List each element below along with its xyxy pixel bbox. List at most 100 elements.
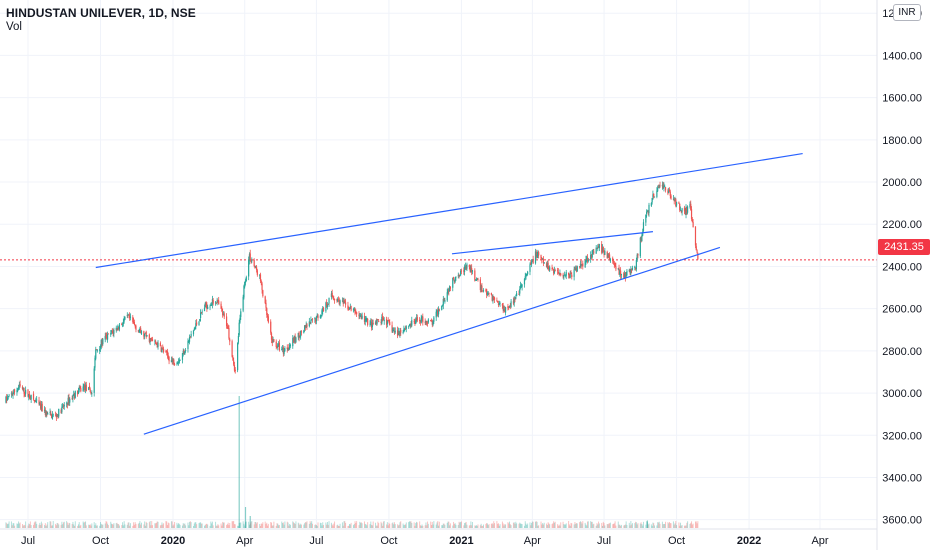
candle [385, 316, 388, 329]
candle [636, 253, 638, 263]
candle-body [474, 270, 476, 281]
volume-bar [549, 524, 551, 528]
candle [195, 319, 197, 330]
candle [457, 272, 459, 279]
candle [430, 319, 432, 322]
candle [160, 345, 162, 353]
candle-body [328, 297, 330, 304]
volume-bar [457, 524, 459, 528]
volume-bar [692, 523, 694, 528]
candle-body [593, 251, 595, 253]
candle [292, 336, 295, 343]
candle [604, 248, 606, 256]
candle [281, 345, 284, 353]
candle [476, 277, 478, 281]
volume-bar [77, 525, 79, 528]
symbol-title[interactable]: HINDUSTAN UNILEVER, 1D, NSE [6, 6, 196, 20]
candle-body [156, 344, 158, 348]
candle [460, 268, 463, 274]
candle [220, 301, 222, 310]
candle-body [311, 319, 313, 321]
candle-body [366, 319, 368, 320]
candle-body [380, 321, 382, 323]
volume-bar [564, 524, 566, 528]
volume-bar [520, 523, 522, 528]
candle [613, 260, 615, 269]
volume-bar [453, 523, 455, 528]
volume-bar [421, 524, 423, 528]
candle-body [293, 336, 295, 342]
candle-body [598, 244, 600, 249]
candle [480, 284, 482, 293]
candle [631, 265, 634, 271]
candle [553, 266, 556, 275]
trendline-upper-channel[interactable] [95, 152, 803, 269]
candle-body [205, 303, 207, 307]
candle-body [297, 332, 299, 338]
candle [171, 356, 173, 365]
time-scale[interactable]: Jul Oct 2020 Apr Jul Oct 2021 Apr Jul Oct 2022 Apr [21, 535, 829, 547]
trendline-lower-channel[interactable] [143, 246, 721, 435]
candle-body [675, 202, 678, 206]
candle [41, 401, 43, 412]
candle [626, 268, 628, 277]
volume-bar [49, 521, 51, 528]
candle-body [288, 347, 290, 349]
trendline-inner-resistance[interactable] [451, 231, 653, 255]
volume-bar [231, 521, 233, 528]
volume-bar [157, 521, 159, 528]
candle-body [188, 341, 190, 343]
candle-body [664, 187, 667, 191]
currency-badge[interactable]: INR [893, 4, 921, 21]
candle-body [112, 331, 114, 334]
candle [69, 397, 71, 406]
candle-body [228, 328, 230, 339]
candle-body [118, 326, 120, 329]
candle [128, 313, 130, 316]
volume-bar [686, 522, 688, 528]
candle [366, 317, 368, 323]
volume-bar [311, 523, 313, 528]
candle [113, 327, 115, 338]
candle-body [628, 269, 630, 272]
candle [670, 194, 672, 200]
volume-bar [14, 525, 16, 528]
volume-bar [227, 522, 229, 528]
volume-bar [486, 523, 488, 528]
candle [454, 276, 456, 284]
candle [338, 297, 340, 306]
volume-bar [443, 523, 445, 528]
candle-body [295, 337, 297, 343]
volume-legend[interactable]: Vol [6, 21, 22, 33]
volume-bar [623, 525, 625, 528]
volume-bar [113, 523, 115, 528]
volume-bar [448, 521, 450, 528]
candle [647, 210, 649, 216]
trendlines[interactable] [95, 152, 803, 435]
volume-bar [137, 523, 139, 528]
volume-bar [387, 525, 389, 528]
volume-bar [359, 521, 361, 528]
candle [675, 201, 678, 208]
candle-body [23, 387, 25, 394]
volume-bar [148, 522, 150, 528]
volume-bar [558, 524, 560, 528]
candle-body [41, 403, 43, 412]
volume-bar [278, 525, 280, 528]
volume-bar [107, 523, 109, 528]
volume-bar [584, 522, 586, 528]
price-scale[interactable]: 3600.003400.003200.003000.002800.002600.… [882, 8, 922, 526]
candle [320, 315, 322, 319]
volume-bar [503, 525, 505, 528]
candle [620, 273, 623, 279]
candle-body [66, 403, 68, 405]
volume-bar [575, 523, 577, 528]
candle [485, 288, 487, 293]
volume-bar [35, 521, 37, 528]
candle-body [154, 340, 156, 342]
candle [85, 381, 87, 392]
candle-body [471, 267, 473, 273]
candle-body [369, 323, 371, 325]
candle [653, 196, 656, 198]
